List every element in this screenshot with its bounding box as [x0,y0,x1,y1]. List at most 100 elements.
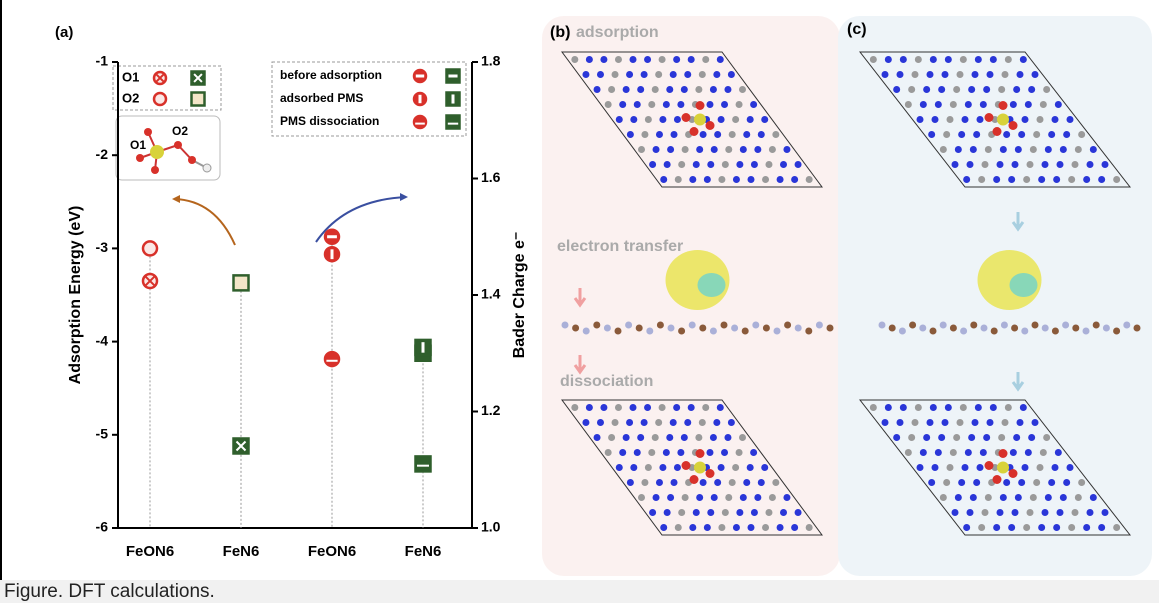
marker [234,438,249,453]
atom [688,404,695,411]
atom [905,101,912,108]
atom [1015,146,1022,153]
atom [733,524,740,531]
atom [993,176,1000,183]
atom [1068,176,1075,183]
atom [630,464,637,471]
atom [897,419,904,426]
atom [689,524,696,531]
atom [882,419,889,426]
atom [623,86,630,93]
atom [655,71,662,78]
atom [1057,509,1064,516]
atom [965,449,972,456]
atom [608,86,615,93]
atom [728,71,735,78]
atom [656,479,663,486]
atom [1025,101,1032,108]
atom [990,404,997,411]
atom [930,404,937,411]
slab-atom [646,328,653,335]
atom [729,479,736,486]
atom [1067,464,1074,471]
atom-o [682,113,691,122]
atom [927,419,934,426]
atom [678,509,685,516]
atom [761,464,768,471]
atom [671,479,678,486]
marker-band [415,123,425,125]
slab-atom [678,328,685,335]
atom [1002,71,1009,78]
slab-atom [889,325,896,332]
atom [721,101,728,108]
atom [675,524,682,531]
atom-o [706,469,715,478]
atom [659,464,666,471]
slab-atom [909,322,916,329]
atom [711,146,718,153]
atom [751,161,758,168]
atom [947,116,954,123]
x-tick-label: FeON6 [308,543,356,560]
point [154,93,166,105]
atom [1048,479,1055,486]
atom [1078,131,1085,138]
slab-atom [919,325,926,332]
atom [747,176,754,183]
atom [718,524,725,531]
atom [920,101,927,108]
atom [1083,176,1090,183]
atom [1043,434,1050,441]
atom [677,449,684,456]
atom [1045,494,1052,501]
atom [972,71,979,78]
atom [571,404,578,411]
atom [953,434,960,441]
atom [762,524,769,531]
slab-atom [795,325,802,332]
atom [795,161,802,168]
atom [754,494,761,501]
atom [1008,176,1015,183]
point [414,116,426,128]
atom [711,494,718,501]
atom [806,176,813,183]
atom [660,524,667,531]
atom [616,464,623,471]
atom [1022,464,1029,471]
atom [653,146,660,153]
atom [930,56,937,63]
atom [870,404,877,411]
atom [1030,146,1037,153]
atom [732,464,739,471]
atom [689,176,696,183]
density [1010,273,1038,297]
slab-atom [689,322,696,329]
atom [1017,419,1024,426]
inset-label: O2 [172,124,188,138]
atom [704,176,711,183]
atom [953,86,960,93]
atom [630,116,637,123]
atom [652,434,659,441]
atom-o [993,127,1002,136]
slab-atom [899,328,906,335]
atom [717,56,724,63]
marker [414,93,426,105]
atom [670,419,677,426]
atom [1013,86,1020,93]
slab-atom [763,325,770,332]
marker-band [422,342,425,353]
atom [1052,464,1059,471]
atom [943,131,950,138]
panel-label: (c) [847,21,867,38]
atom [659,116,666,123]
atom [955,146,962,153]
atom-o [696,101,705,110]
atom [707,509,714,516]
atom [648,101,655,108]
atom [655,419,662,426]
atom [978,524,985,531]
slab-atom [583,328,590,335]
